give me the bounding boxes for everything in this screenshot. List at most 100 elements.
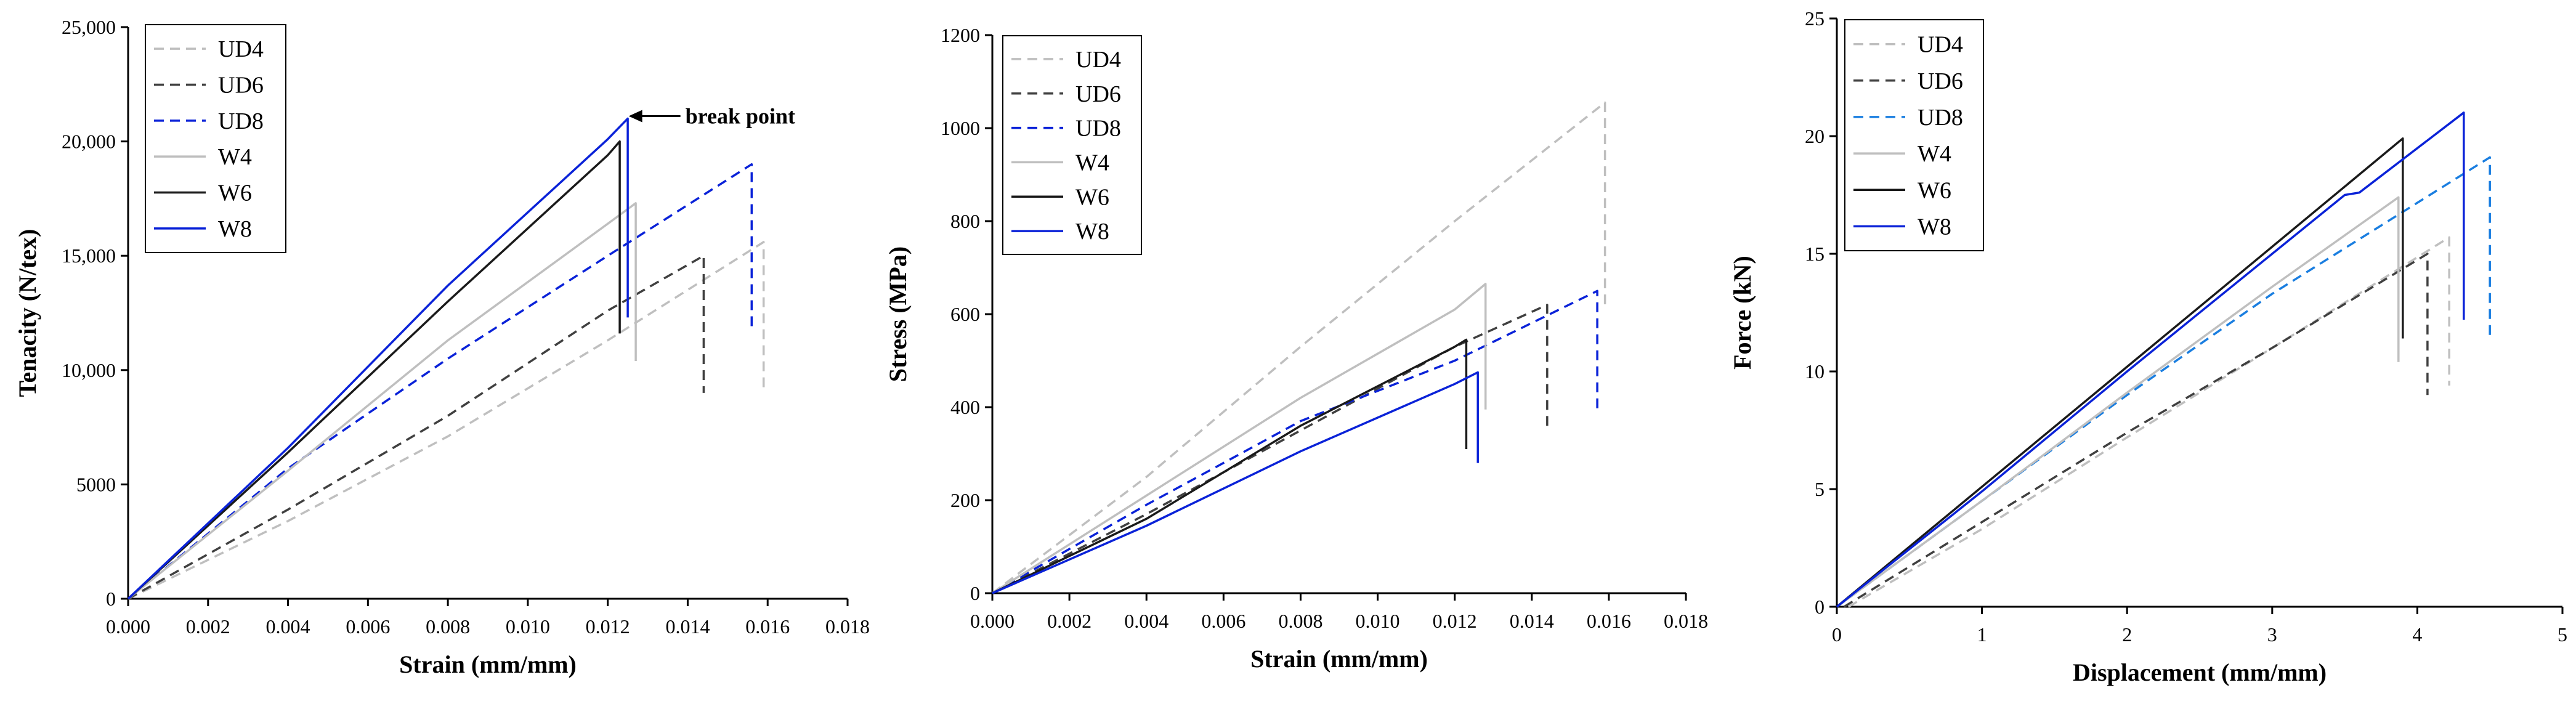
x-tick-label: 0.002 (186, 615, 230, 638)
x-axis-label: Strain (mm/mm) (399, 650, 577, 678)
x-tick-label: 0.010 (1356, 610, 1400, 632)
legend-label: UD6 (1918, 68, 1963, 94)
y-axis-label: Tenacity (N/tex) (14, 229, 41, 397)
x-tick-label: 0.008 (1278, 610, 1322, 632)
series-line-w8 (127, 117, 629, 600)
legend-label: UD4 (1918, 32, 1963, 58)
x-tick-label: 0.006 (346, 615, 390, 638)
legend-label: W8 (1075, 219, 1109, 245)
series-line-ud4 (1847, 236, 2450, 608)
annotation-label: break point (686, 103, 795, 128)
legend-label: W4 (1918, 141, 1951, 167)
series-line-ud4 (991, 101, 1606, 594)
y-tick-label: 600 (950, 303, 980, 325)
legend: UD4 UD6 UD8 W4 W6 W8 (145, 24, 286, 253)
plot-area (991, 101, 1606, 594)
x-tick-label: 0.000 (970, 610, 1015, 632)
x-axis-label: Strain (mm/mm) (1250, 645, 1428, 673)
legend-box (145, 24, 286, 253)
x-tick-label: 1 (1977, 623, 1987, 646)
y-tick-label: 0 (970, 582, 980, 604)
legend-label: W8 (218, 216, 252, 242)
y-tick-label: 5000 (76, 473, 116, 495)
legend-label: UD6 (218, 73, 264, 99)
plot-area (127, 117, 765, 600)
x-tick-label: 0.010 (506, 615, 550, 638)
x-axis-label: Displacement (mm/mm) (2073, 658, 2327, 686)
y-tick-label: 10,000 (62, 359, 116, 381)
x-tick-label: 0.012 (586, 615, 630, 638)
legend-label: W8 (1918, 214, 1951, 240)
legend-label: W4 (218, 144, 252, 170)
legend-label: W6 (1918, 177, 1951, 203)
y-tick-label: 20 (1805, 125, 1825, 147)
legend-box (1844, 19, 1984, 251)
series-line-w6 (127, 140, 621, 600)
series-line-ud8 (127, 163, 753, 600)
x-tick-label: 0.006 (1201, 610, 1245, 632)
chart-2: 0.000 0.002 0.004 0.006 0.008 0.010 0.012 0.014… (884, 24, 1708, 673)
y-tick-label: 800 (950, 210, 980, 232)
x-tick-label: 0.014 (1510, 610, 1554, 632)
x-tick-label: 0.016 (1587, 610, 1631, 632)
x-tick-label: 2 (2122, 623, 2132, 646)
series-line-w8 (1836, 111, 2465, 608)
y-tick-label: 0 (106, 588, 116, 610)
plot-area (1836, 111, 2491, 608)
x-tick-label: 0.004 (1124, 610, 1169, 632)
legend-label: UD6 (1075, 81, 1121, 107)
x-tick-label: 5 (2558, 623, 2567, 646)
y-tick-label: 200 (950, 489, 980, 511)
legend-label: W4 (1075, 150, 1109, 176)
x-tick-label: 0.016 (745, 615, 790, 638)
x-tick-label: 0 (1832, 623, 1842, 646)
x-tick-label: 0.002 (1047, 610, 1092, 632)
y-axis-label: Stress (MPa) (884, 246, 912, 382)
legend: UD4 UD6 UD8 W4 W6 W8 (1844, 19, 1984, 251)
legend-box (1002, 35, 1142, 255)
series-line-w4 (992, 283, 1487, 594)
series-line-w6 (992, 338, 1468, 594)
y-axis-label: Force (kN) (1728, 256, 1756, 370)
y-tick-label: 5 (1815, 478, 1825, 500)
x-tick-label: 0.014 (665, 615, 710, 638)
series-line-w8 (992, 371, 1479, 594)
x-tick-label: 0.004 (266, 615, 310, 638)
y-tick-label: 400 (950, 396, 980, 418)
series-line-ud8 (992, 290, 1598, 594)
x-tick-label: 0.000 (106, 615, 150, 638)
x-tick-label: 3 (2267, 623, 2277, 646)
chart-1: 0.000 0.002 0.004 0.006 0.008 0.010 0.012 0.014… (14, 16, 870, 678)
x-tick-label: 0.012 (1433, 610, 1477, 632)
series-line-w4 (127, 202, 637, 600)
y-tick-label: 15 (1805, 243, 1825, 265)
legend-label: UD8 (1918, 105, 1963, 131)
y-tick-label: 15,000 (62, 245, 116, 267)
series-line-ud4 (128, 241, 765, 600)
x-tick-label: 0.018 (825, 615, 870, 638)
y-tick-label: 10 (1805, 360, 1825, 383)
series-line-ud6 (128, 254, 705, 600)
legend-label: UD8 (1075, 116, 1121, 142)
series-line-w6 (1836, 137, 2404, 608)
series-line-ud6 (1843, 253, 2429, 608)
y-tick-label: 25 (1805, 7, 1825, 30)
x-tick-label: 0.008 (426, 615, 470, 638)
y-tick-label: 0 (1815, 596, 1825, 618)
x-tick-label: 0.018 (1664, 610, 1708, 632)
chart-3: 0 1 2 3 4 5 0 5 10 15 20 25 Displacement (mm/mm) Forc… (1728, 7, 2567, 686)
legend-label: W6 (1075, 184, 1109, 210)
x-tick-label: 4 (2412, 623, 2422, 646)
y-tick-label: 1000 (941, 117, 980, 139)
series-line-ud6 (992, 304, 1549, 594)
y-tick-label: 20,000 (62, 131, 116, 153)
annotation-arrowhead (628, 110, 642, 123)
legend-label: UD4 (218, 36, 264, 62)
y-tick-label: 25,000 (62, 16, 116, 38)
series-line-w4 (1836, 196, 2400, 608)
legend-label: UD4 (1075, 47, 1121, 73)
y-tick-label: 1200 (941, 24, 980, 46)
legend-label: UD8 (218, 108, 264, 134)
legend-label: W6 (218, 180, 252, 206)
